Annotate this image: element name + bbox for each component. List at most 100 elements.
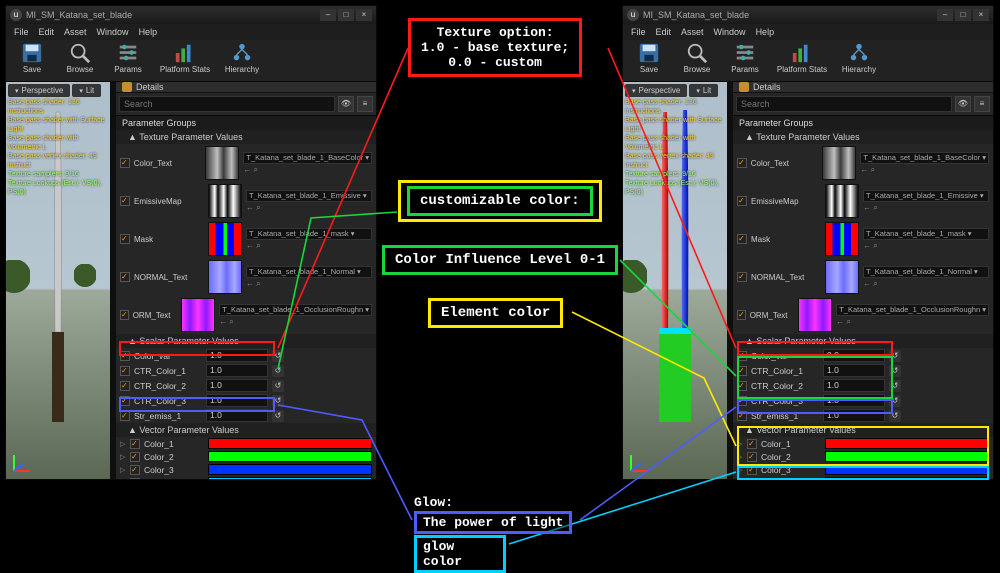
search-options-button[interactable]: 👁: [338, 96, 354, 112]
color-swatch[interactable]: [825, 438, 989, 449]
checkbox[interactable]: [747, 465, 757, 475]
menu-edit[interactable]: Edit: [35, 27, 59, 37]
checkbox[interactable]: [120, 381, 130, 391]
texture-asset-dropdown[interactable]: T_Katana_set_blade_1_Emissive ▾: [863, 190, 989, 202]
color-swatch[interactable]: [208, 477, 372, 479]
expand-icon[interactable]: ▷: [120, 440, 126, 448]
color-swatch[interactable]: [825, 477, 989, 479]
search-input[interactable]: [736, 96, 952, 112]
texture-asset-dropdown[interactable]: T_Katana_set_blade_1_OcclusionRoughn ▾: [836, 304, 989, 316]
lit-tab[interactable]: Lit: [689, 84, 718, 97]
texture-thumb[interactable]: [825, 184, 859, 218]
checkbox[interactable]: [130, 465, 140, 475]
texture-asset-dropdown[interactable]: T_Katana_set_blade_1_BaseColor ▾: [860, 152, 989, 164]
lit-tab[interactable]: Lit: [72, 84, 101, 97]
texture-ops[interactable]: ← ⌕: [863, 203, 989, 213]
texture-thumb[interactable]: [825, 260, 859, 294]
scalar-value-input[interactable]: 1.0: [823, 409, 885, 422]
menu-asset[interactable]: Asset: [677, 27, 708, 37]
reset-button[interactable]: ↺: [272, 380, 284, 392]
checkbox[interactable]: [747, 439, 757, 449]
checkbox[interactable]: [120, 366, 130, 376]
perspective-tab[interactable]: Perspective: [8, 84, 70, 97]
texture-thumb[interactable]: [825, 222, 859, 256]
reset-button[interactable]: ↺: [889, 380, 901, 392]
color-swatch[interactable]: [208, 438, 372, 449]
minimize-button[interactable]: –: [320, 9, 336, 21]
checkbox[interactable]: [120, 351, 130, 361]
viewport[interactable]: Perspective Lit Base pass shader: 136 in…: [623, 82, 727, 479]
menu-file[interactable]: File: [627, 27, 650, 37]
section-scalar-params[interactable]: ▲ Scalar Parameter Values: [116, 334, 376, 348]
reset-button[interactable]: ↺: [272, 410, 284, 422]
reset-button[interactable]: ↺: [889, 395, 901, 407]
texture-ops[interactable]: ← ⌕: [219, 317, 372, 327]
section-scalar-params[interactable]: ▲ Scalar Parameter Values: [733, 334, 993, 348]
reset-button[interactable]: ↺: [889, 365, 901, 377]
checkbox[interactable]: [737, 381, 747, 391]
maximize-button[interactable]: □: [955, 9, 971, 21]
checkbox[interactable]: [120, 234, 130, 244]
texture-ops[interactable]: ← ⌕: [836, 317, 989, 327]
texture-ops[interactable]: ← ⌕: [863, 241, 989, 251]
texture-thumb[interactable]: [208, 260, 242, 294]
close-button[interactable]: ×: [973, 9, 989, 21]
expand-icon[interactable]: ▷: [120, 453, 126, 461]
checkbox[interactable]: [120, 411, 130, 421]
color-swatch[interactable]: [825, 464, 989, 475]
checkbox[interactable]: [737, 396, 747, 406]
reset-button[interactable]: ↺: [272, 350, 284, 362]
menu-edit[interactable]: Edit: [652, 27, 676, 37]
checkbox[interactable]: [747, 452, 757, 462]
hierarchy-button[interactable]: Hierarchy: [837, 42, 881, 80]
checkbox[interactable]: [120, 272, 130, 282]
hierarchy-button[interactable]: Hierarchy: [220, 42, 264, 80]
search-input[interactable]: [119, 96, 335, 112]
checkbox[interactable]: [130, 478, 140, 480]
checkbox[interactable]: [120, 158, 130, 168]
checkbox[interactable]: [737, 234, 747, 244]
section-vector-params[interactable]: ▲ Vector Parameter Values: [116, 423, 376, 437]
checkbox[interactable]: [130, 452, 140, 462]
checkbox[interactable]: [120, 196, 130, 206]
texture-thumb[interactable]: [798, 298, 832, 332]
scalar-value-input[interactable]: 1.0: [823, 364, 885, 377]
checkbox[interactable]: [737, 411, 747, 421]
checkbox[interactable]: [120, 310, 129, 320]
texture-asset-dropdown[interactable]: T_Katana_set_blade_1_Normal ▾: [863, 266, 989, 278]
expand-icon[interactable]: ▷: [737, 479, 743, 480]
platform-stats-button[interactable]: Platform Stats: [154, 42, 216, 80]
section-parameter-groups[interactable]: Parameter Groups: [116, 115, 376, 130]
texture-ops[interactable]: ← ⌕: [243, 165, 372, 175]
texture-ops[interactable]: ← ⌕: [246, 279, 372, 289]
reset-button[interactable]: ↺: [889, 410, 901, 422]
minimize-button[interactable]: –: [937, 9, 953, 21]
expand-icon[interactable]: ▷: [737, 440, 743, 448]
color-swatch[interactable]: [208, 451, 372, 462]
scalar-value-input[interactable]: 1.0: [206, 349, 268, 362]
checkbox[interactable]: [120, 396, 130, 406]
checkbox[interactable]: [130, 439, 140, 449]
platform-stats-button[interactable]: Platform Stats: [771, 42, 833, 80]
checkbox[interactable]: [737, 351, 747, 361]
maximize-button[interactable]: □: [338, 9, 354, 21]
menu-help[interactable]: Help: [135, 27, 162, 37]
texture-ops[interactable]: ← ⌕: [863, 279, 989, 289]
expand-icon[interactable]: ▷: [120, 466, 126, 474]
save-button[interactable]: Save: [627, 42, 671, 80]
scalar-value-input[interactable]: 1.0: [206, 379, 268, 392]
scalar-value-input[interactable]: 1.0: [206, 409, 268, 422]
texture-asset-dropdown[interactable]: T_Katana_set_blade_1_mask ▾: [246, 228, 372, 240]
scalar-value-input[interactable]: 0.0: [823, 349, 885, 362]
scalar-value-input[interactable]: 1.0: [823, 379, 885, 392]
reset-button[interactable]: ↺: [272, 395, 284, 407]
texture-thumb[interactable]: [208, 184, 242, 218]
texture-thumb[interactable]: [205, 146, 239, 180]
checkbox[interactable]: [737, 310, 746, 320]
color-swatch[interactable]: [825, 451, 989, 462]
texture-ops[interactable]: ← ⌕: [246, 241, 372, 251]
section-parameter-groups[interactable]: Parameter Groups: [733, 115, 993, 130]
checkbox[interactable]: [737, 272, 747, 282]
close-button[interactable]: ×: [356, 9, 372, 21]
title-bar[interactable]: u MI_SM_Katana_set_blade – □ ×: [6, 6, 376, 24]
